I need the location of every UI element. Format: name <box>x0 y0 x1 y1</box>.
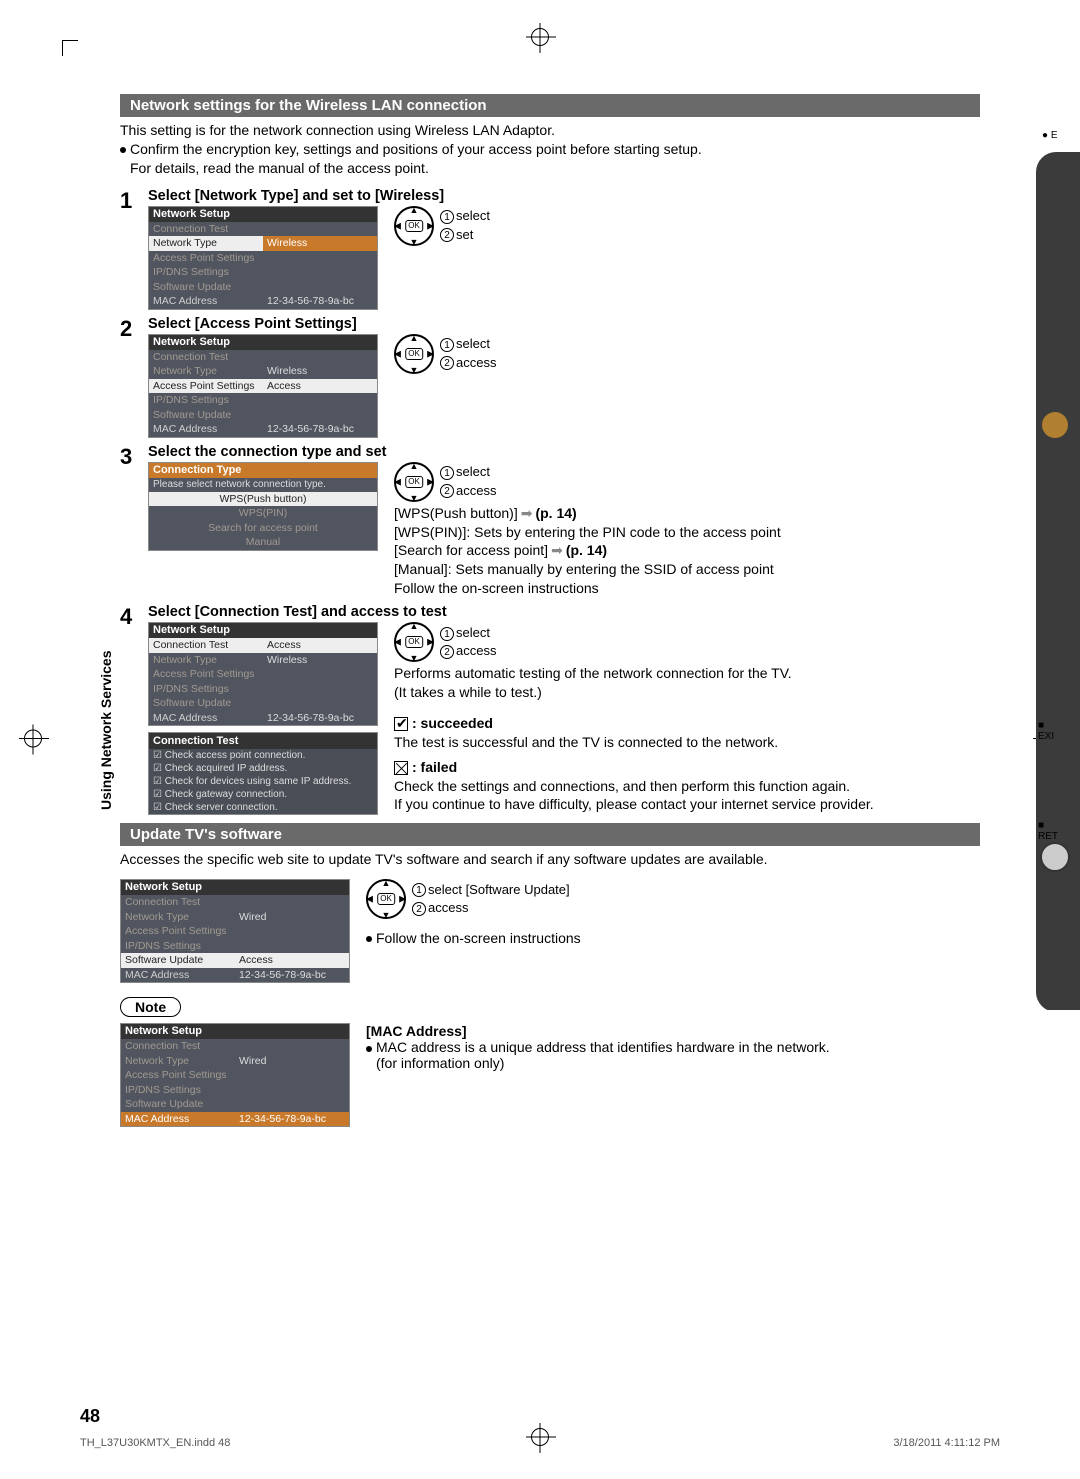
step-title: Select the connection type and set <box>148 444 980 460</box>
intro-line: This setting is for the network connecti… <box>120 121 980 140</box>
mac-heading: [MAC Address] <box>366 1023 980 1039</box>
osd-panel: Network Setup Connection Test Network Ty… <box>120 1023 350 1127</box>
footer-file: TH_L37U30KMTX_EN.indd 48 <box>80 1437 230 1449</box>
bullet-icon <box>366 936 372 942</box>
step-title: Select [Access Point Settings] <box>148 316 980 332</box>
step-title: Select [Network Type] and set to [Wirele… <box>148 188 980 204</box>
osd-panel: Connection Type Please select network co… <box>148 462 378 551</box>
remote-illustration: ● E ■EXI ■RET <box>1036 130 1080 1010</box>
step-annot-num: 1 <box>440 210 454 224</box>
osd-title: Network Setup <box>149 335 377 350</box>
connection-test-panel: Connection Test Check access point conne… <box>148 732 378 815</box>
osd-title: Network Setup <box>149 623 377 638</box>
step-number: 4 <box>120 604 148 815</box>
dpad-icon: OK◀▶ <box>394 334 434 374</box>
check-icon <box>394 717 408 731</box>
x-icon <box>394 761 408 775</box>
step-number: 2 <box>120 316 148 438</box>
step-number: 1 <box>120 188 148 310</box>
bullet-icon <box>366 1046 372 1052</box>
note-pill: Note <box>120 997 181 1017</box>
section-desc: Accesses the specific web site to update… <box>120 846 980 873</box>
intro-line: For details, read the manual of the acce… <box>120 159 980 178</box>
crop-mark-icon <box>531 28 549 46</box>
side-tab-label: Using Network Services <box>98 650 114 810</box>
osd-panel: Network Setup Connection Test Network Ty… <box>148 206 378 310</box>
osd-title: Connection Type <box>149 463 377 478</box>
crop-mark-icon <box>24 729 42 747</box>
osd-panel: Network Setup Connection TestAccess Netw… <box>148 622 378 726</box>
section-header-update: Update TV's software <box>120 823 980 846</box>
step-number: 3 <box>120 444 148 598</box>
section-header-wireless: Network settings for the Wireless LAN co… <box>120 94 980 117</box>
intro-line: Confirm the encryption key, settings and… <box>130 140 702 159</box>
dpad-icon: OK◀▶ <box>366 879 406 919</box>
bullet-icon <box>120 147 126 153</box>
dpad-icon: OK◀▶ <box>394 622 434 662</box>
step-annot-num: 2 <box>440 228 454 242</box>
dpad-icon: OK◀▶ <box>394 462 434 502</box>
osd-title: Network Setup <box>149 207 377 222</box>
dpad-icon: OK◀▶ <box>394 206 434 246</box>
page-number: 48 <box>80 1406 100 1427</box>
osd-panel: Network Setup Connection Test Network Ty… <box>120 879 350 983</box>
step-title: Select [Connection Test] and access to t… <box>148 604 980 620</box>
osd-panel: Network Setup Connection Test Network Ty… <box>148 334 378 438</box>
footer-timestamp: 3/18/2011 4:11:12 PM <box>893 1437 1000 1449</box>
